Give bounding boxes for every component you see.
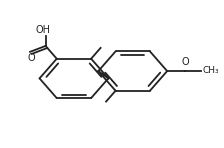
Text: OH: OH bbox=[36, 25, 51, 35]
Text: O: O bbox=[181, 57, 189, 67]
Text: O: O bbox=[27, 53, 35, 63]
Text: CH₃: CH₃ bbox=[202, 66, 219, 75]
